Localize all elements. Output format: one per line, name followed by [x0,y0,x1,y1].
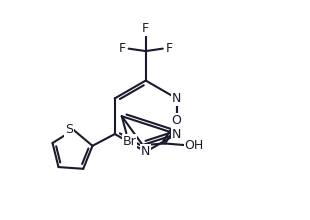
Text: OH: OH [184,139,204,152]
Text: N: N [141,145,150,158]
Text: F: F [166,42,173,55]
Text: N: N [172,92,181,105]
Text: F: F [118,42,125,55]
Text: F: F [142,22,149,35]
Text: S: S [65,123,73,136]
Text: N: N [172,128,181,141]
Text: Br: Br [122,136,136,149]
Text: O: O [171,114,181,127]
